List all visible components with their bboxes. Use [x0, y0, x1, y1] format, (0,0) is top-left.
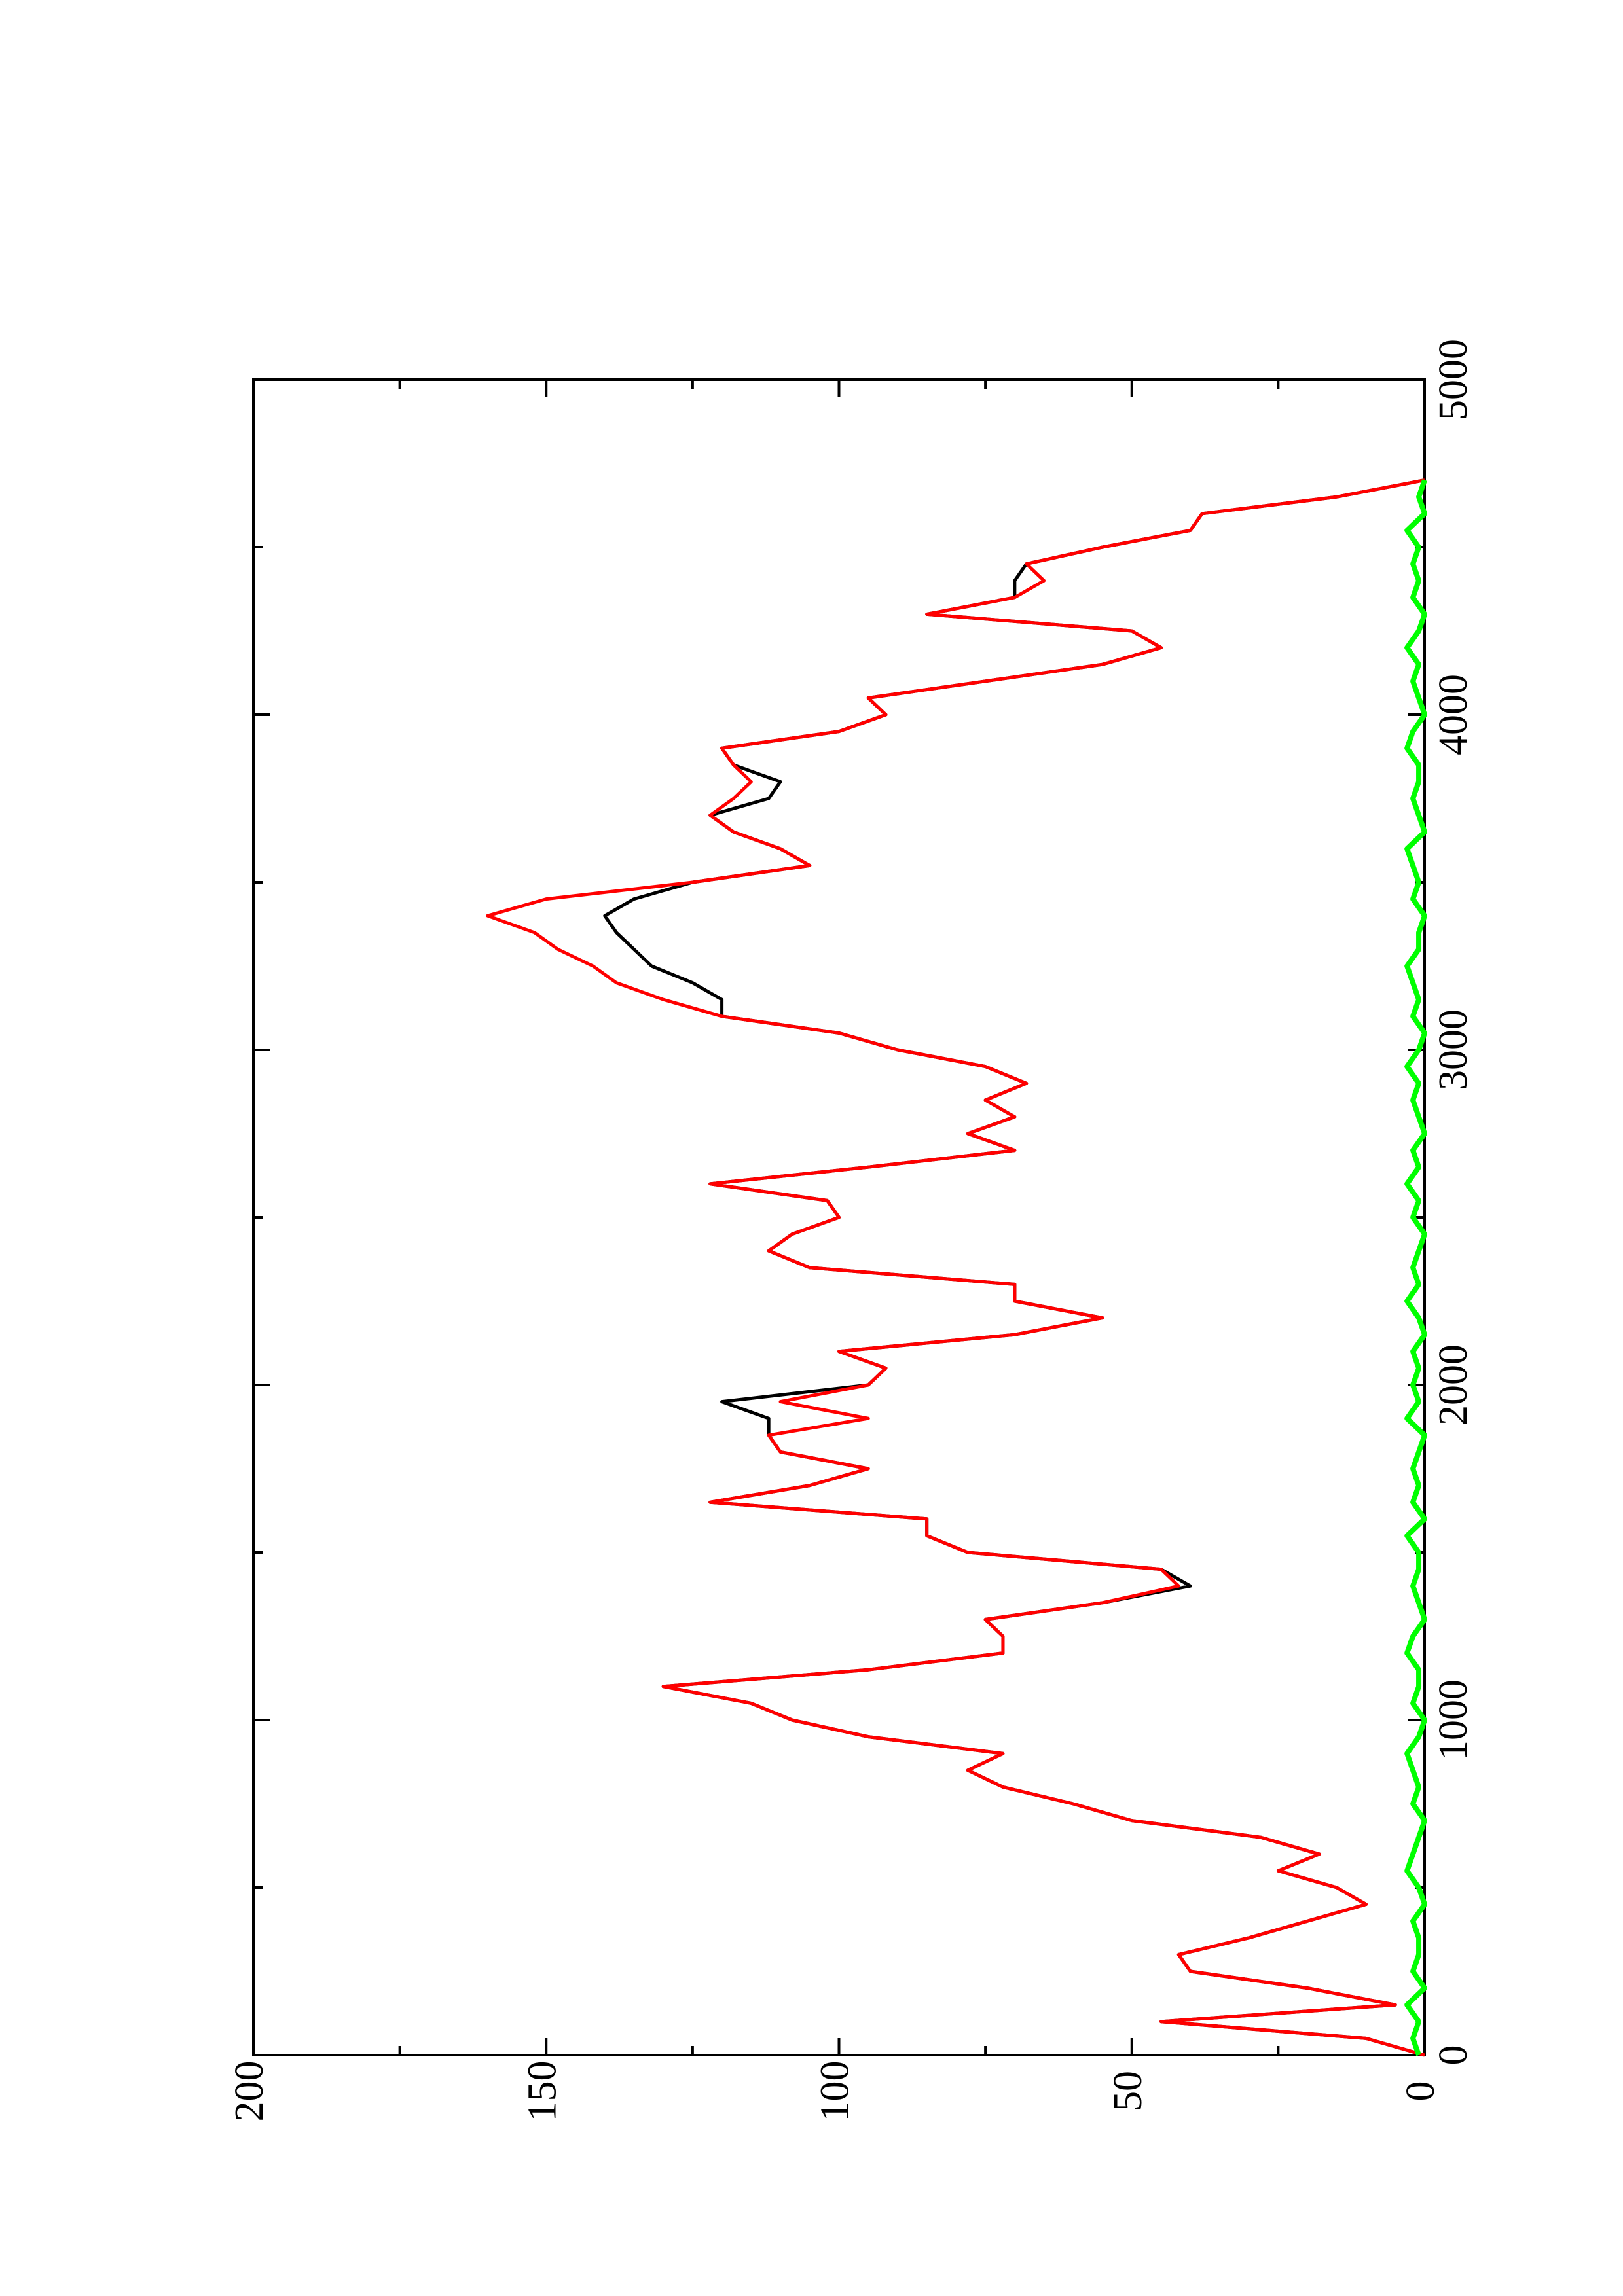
x-tick-label: 1000	[1431, 1679, 1476, 1761]
x-tick-label: 0	[1431, 2045, 1476, 2066]
y-tick-label: 100	[813, 2061, 858, 2122]
x-tick-label: 3000	[1431, 1009, 1476, 1090]
y-tick-label: 0	[1398, 2081, 1443, 2102]
x-tick-label: 5000	[1431, 339, 1476, 420]
x-tick-label: 2000	[1431, 1344, 1476, 1426]
y-tick-label: 150	[520, 2061, 564, 2122]
y-tick-label: 200	[227, 2061, 272, 2122]
series-line	[1404, 479, 1427, 2056]
y-tick-label: 50	[1106, 2071, 1150, 2111]
series-line	[486, 478, 1425, 2057]
series-line	[603, 478, 1425, 2057]
x-tick-label: 4000	[1431, 674, 1476, 755]
